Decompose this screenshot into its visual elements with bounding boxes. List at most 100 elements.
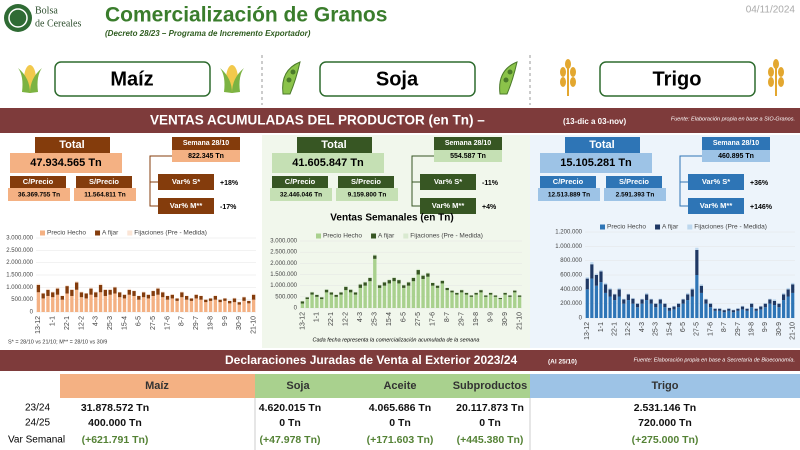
bar <box>731 310 735 313</box>
week-value: 554.587 Tn <box>450 153 486 160</box>
y-tick-label: 0 <box>579 316 583 322</box>
bar <box>708 303 713 308</box>
bar <box>508 296 512 308</box>
bar <box>722 309 726 311</box>
bar <box>320 299 324 308</box>
bar <box>175 298 179 301</box>
bar <box>440 280 445 284</box>
bar <box>431 282 435 283</box>
bar <box>676 307 681 318</box>
crop-box <box>54 61 211 97</box>
vs-label: Var% S* <box>172 177 200 186</box>
sp-header <box>606 176 662 188</box>
bar <box>397 280 401 284</box>
sp-header <box>76 176 132 188</box>
bar <box>310 291 314 293</box>
bar <box>736 308 740 311</box>
bar <box>113 293 117 312</box>
bar <box>113 287 117 294</box>
bar <box>474 294 478 308</box>
y-tick-label: 1.200.000 <box>555 230 582 236</box>
bar <box>194 293 198 295</box>
bar <box>199 299 203 312</box>
bar <box>622 298 626 300</box>
bar <box>310 294 314 308</box>
bar <box>763 303 767 308</box>
bar <box>70 289 74 290</box>
total-box <box>272 153 384 173</box>
y-tick-label: 3.000.000 <box>270 239 297 245</box>
bar <box>681 299 685 304</box>
x-tick-label: 8-7 <box>179 316 186 326</box>
bar <box>768 298 772 300</box>
bar <box>654 307 658 318</box>
bar <box>469 295 474 297</box>
bar <box>55 287 60 289</box>
bar <box>663 307 667 318</box>
bar <box>654 303 658 308</box>
bar <box>750 302 754 304</box>
bar <box>113 286 117 288</box>
bar <box>603 284 608 293</box>
bar <box>402 287 406 308</box>
bar <box>151 291 155 296</box>
sp-label: S/Precio <box>619 177 649 186</box>
bar <box>363 282 367 286</box>
legend-label: Fijaciones (Pre - Medida) <box>410 233 483 240</box>
bar <box>745 308 749 311</box>
bar <box>718 307 722 309</box>
bar <box>368 277 372 282</box>
bar <box>348 289 353 293</box>
x-tick-label: 15-4 <box>121 316 128 330</box>
bar <box>704 303 708 318</box>
bar <box>649 303 653 318</box>
bar <box>363 285 367 308</box>
sp-value: 11.564.811 Tn <box>84 192 126 199</box>
bar <box>590 262 594 265</box>
x-tick-label: 27-5 <box>694 322 701 336</box>
bar <box>251 293 256 295</box>
x-tick-label: 12-2 <box>625 322 632 336</box>
bar <box>51 297 55 312</box>
bar <box>411 276 416 278</box>
legend-label: A fijar <box>378 233 395 240</box>
bar <box>382 281 387 283</box>
y-tick-label: 500.000 <box>11 297 33 303</box>
bar <box>450 290 454 293</box>
total-label: Total <box>321 139 346 151</box>
bar <box>79 297 84 312</box>
bar <box>339 291 343 293</box>
bar <box>70 295 74 312</box>
bar <box>108 294 112 312</box>
bar <box>334 294 338 297</box>
week-label: Semana 28/10 <box>713 140 759 147</box>
bar <box>426 273 430 277</box>
bar <box>585 278 589 290</box>
connector <box>411 155 434 207</box>
bar <box>300 303 305 308</box>
bar <box>329 294 334 308</box>
table-cell: (+47.978 Tn) <box>260 434 321 446</box>
bar <box>699 292 704 318</box>
x-tick-label: 17-6 <box>430 312 437 326</box>
x-tick-label: 30-9 <box>502 312 509 326</box>
bar <box>161 297 165 312</box>
bar <box>397 283 401 308</box>
bar <box>237 304 241 312</box>
bar <box>667 307 672 311</box>
x-tick-label: 4-3 <box>93 316 100 326</box>
bar <box>344 290 348 308</box>
bar <box>464 294 469 308</box>
y-tick-label: 2.000.000 <box>270 261 297 267</box>
bar <box>686 294 690 301</box>
y-tick-label: 600.000 <box>560 273 582 279</box>
sp-label: S/Precio <box>351 177 381 186</box>
vs-value: +36% <box>750 180 769 187</box>
x-tick-label: 8-7 <box>444 312 451 322</box>
bar <box>373 258 377 308</box>
bar <box>387 283 391 308</box>
bar <box>745 307 749 309</box>
y-tick-label: 3.000.000 <box>6 236 33 242</box>
y-tick-label: 1.500.000 <box>270 272 297 278</box>
